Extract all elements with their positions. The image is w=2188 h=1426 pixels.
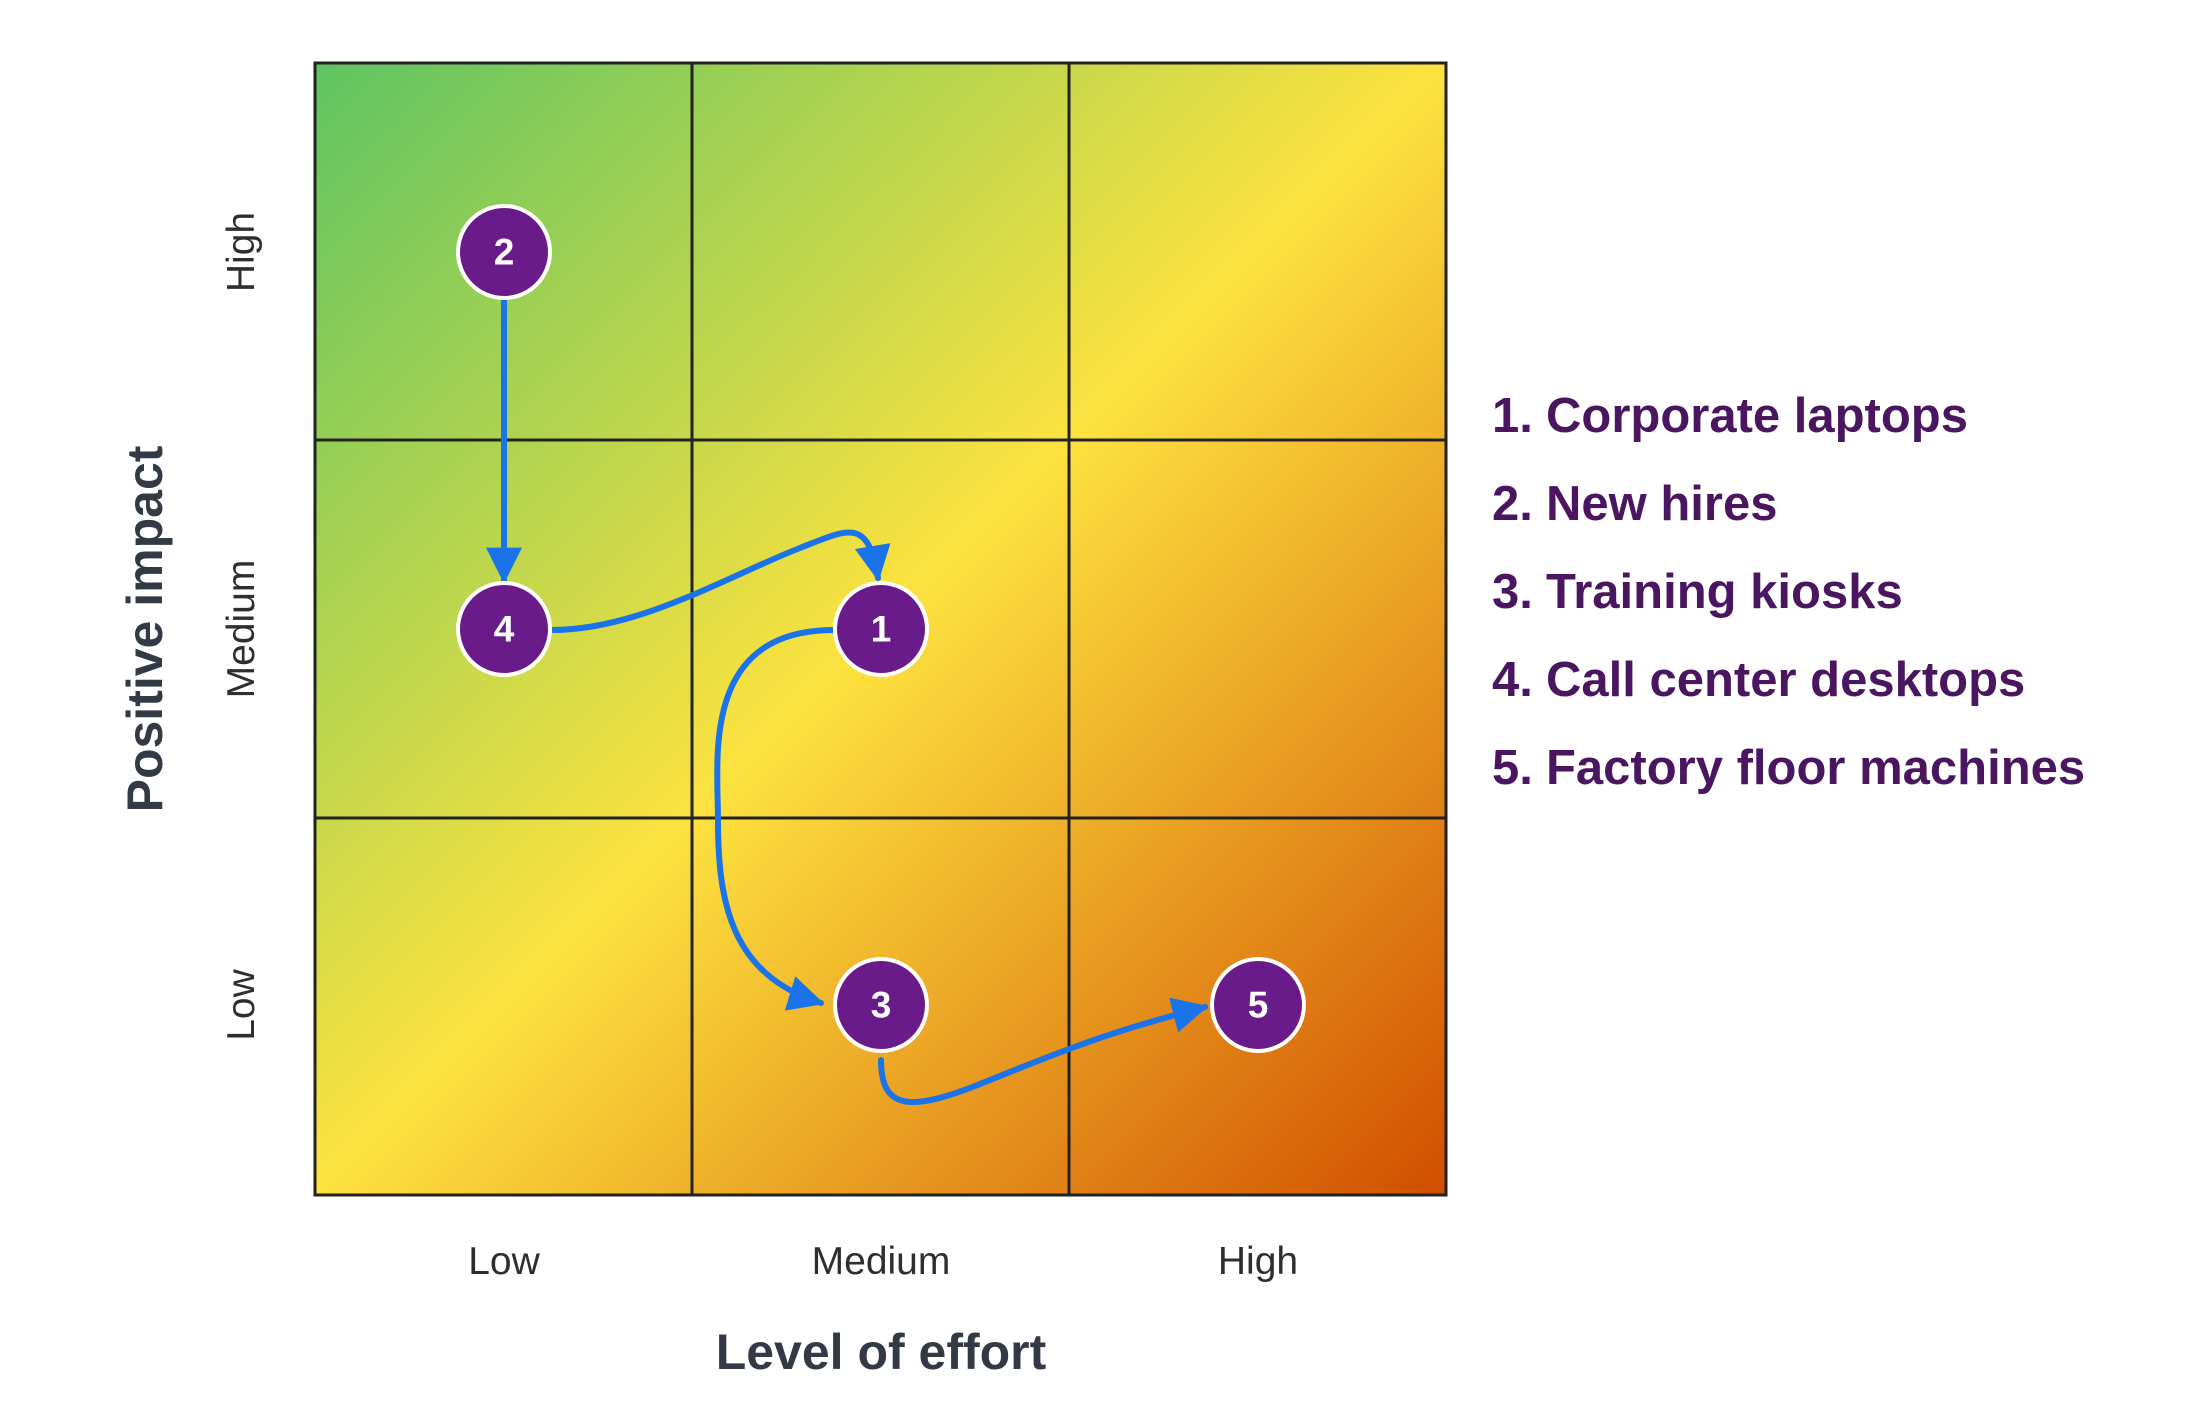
marker-5-circle [1210,957,1306,1053]
legend-item: 3. Training kiosks [1492,564,2085,652]
legend-label: New hires [1546,477,1778,531]
legend-number: 4. [1492,653,1533,707]
marker-4-circle [456,581,552,677]
x-tick-high: High [1218,1240,1298,1283]
legend-label: Factory floor machines [1546,741,2086,795]
matrix-border [313,61,1448,1197]
x-axis-title: Level of effort [716,1324,1047,1380]
y-tick-low: Low [220,968,263,1040]
marker-2: 2 [456,204,552,300]
marker-5: 5 [1210,957,1306,1053]
legend-number: 1. [1492,389,1533,443]
marker-1-circle [833,581,929,677]
legend-item: 4. Call center desktops [1492,652,2085,740]
marker-2-circle [456,204,552,300]
marker-3: 3 [833,957,929,1053]
arrow-1-to-3 [714,627,837,1011]
marker-4-label: 4 [494,609,515,650]
marker-3-circle [833,957,929,1053]
legend-number: 2. [1492,477,1533,531]
marker-4: 4 [456,581,552,677]
arrow-4-to-1 [549,529,891,633]
legend-label: Training kiosks [1546,565,1903,619]
marker-1-label: 1 [871,609,892,650]
x-tick-low: Low [468,1240,540,1283]
x-tick-medium: Medium [812,1240,951,1283]
marker-2-label: 2 [494,232,515,273]
legend-number: 3. [1492,565,1533,619]
marker-1: 1 [833,581,929,677]
marker-5-label: 5 [1248,985,1269,1026]
legend-item: 1. Corporate laptops [1492,388,2085,476]
y-tick-medium: Medium [220,560,263,699]
legend-label: Corporate laptops [1546,389,1968,443]
legend-label: Call center desktops [1546,653,2026,707]
legend-item: 5. Factory floor machines [1492,740,2085,828]
legend-item: 2. New hires [1492,476,2085,564]
legend: 1. Corporate laptops 2. New hires 3. Tra… [1492,388,2085,828]
marker-3-label: 3 [871,985,892,1026]
y-tick-high: High [220,212,263,292]
flow-arrows [486,297,1209,1105]
arrow-3-to-5 [878,997,1209,1105]
y-axis-title: Positive impact [117,445,173,812]
legend-number: 5. [1492,741,1533,795]
